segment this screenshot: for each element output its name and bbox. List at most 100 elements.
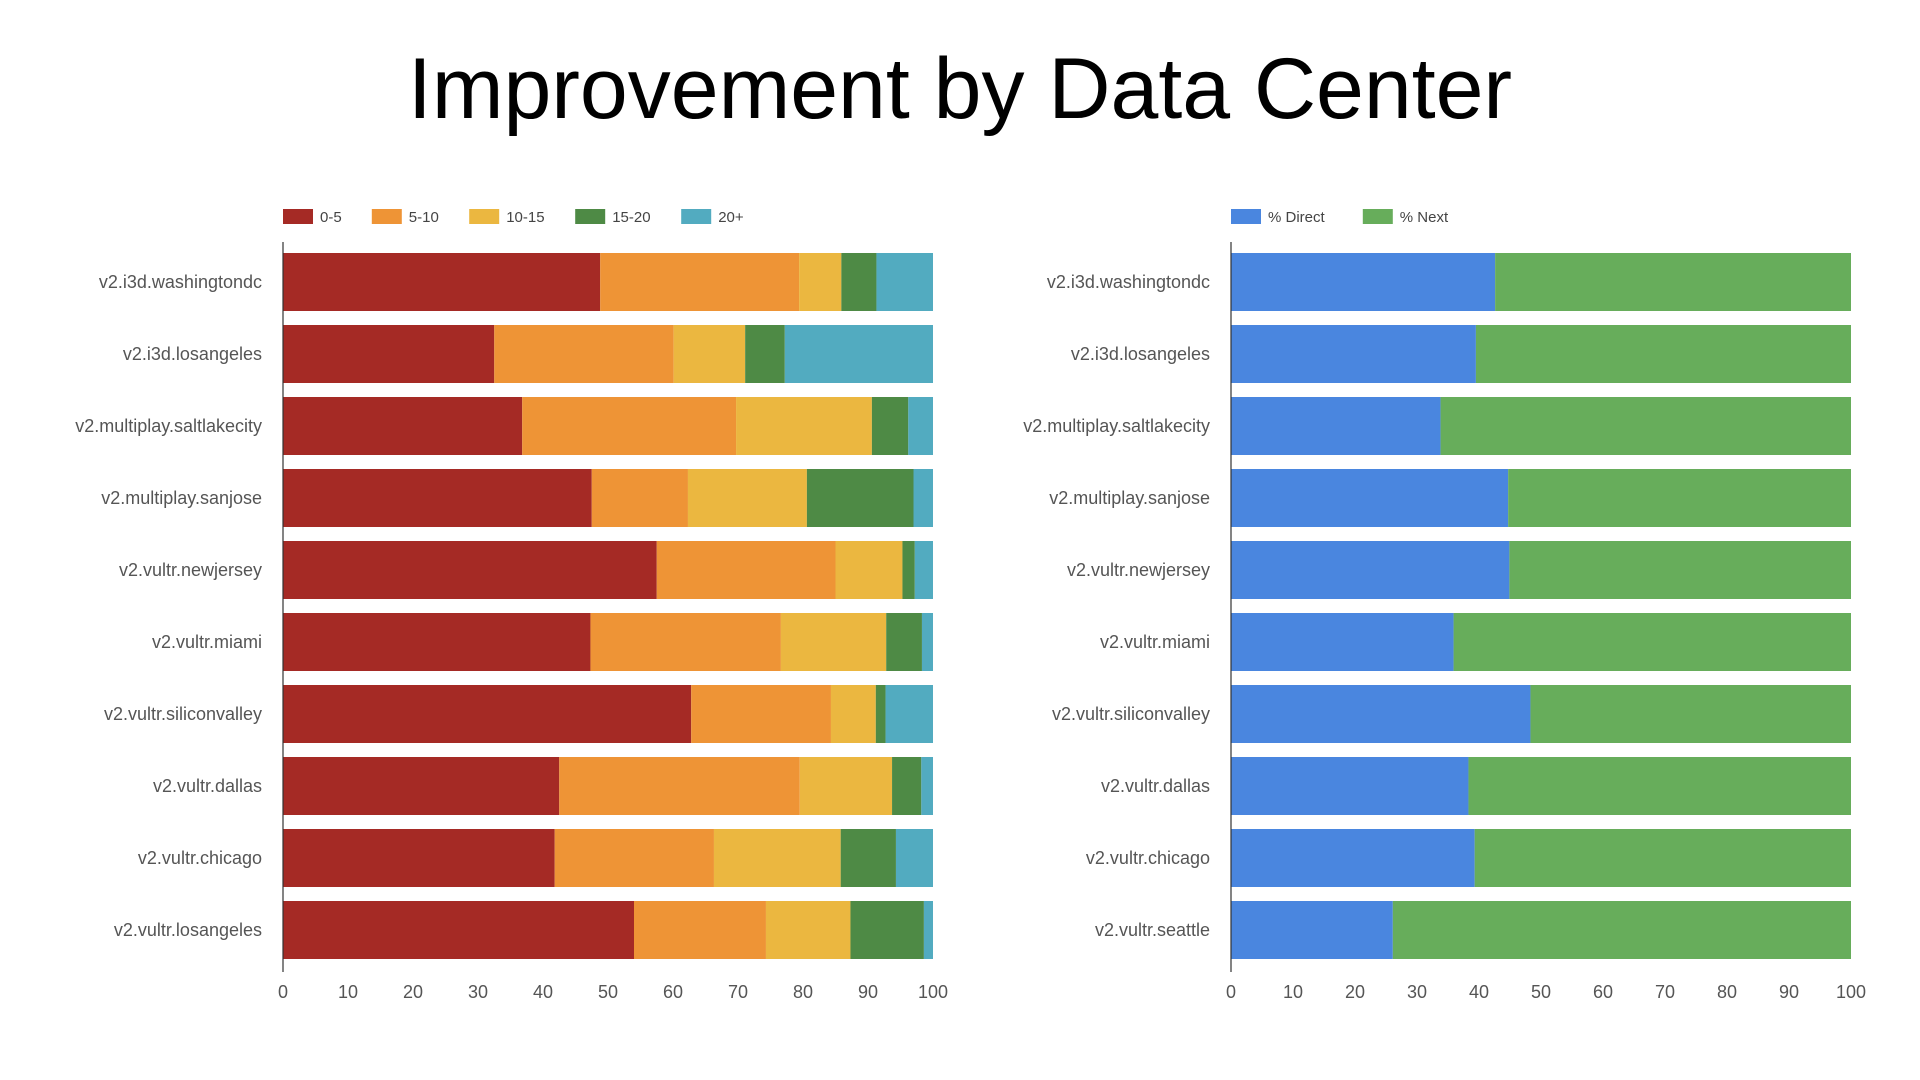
legend-swatch-direct (1231, 209, 1261, 224)
bar-segment-0-5 (283, 541, 657, 599)
bar-segment-20 (908, 397, 933, 455)
category-label: v2.multiplay.saltlakecity (1023, 416, 1210, 436)
legend-label-15-20: 15-20 (612, 209, 650, 226)
legend-label-10-15: 10-15 (506, 209, 544, 226)
category-label: v2.vultr.newjersey (1067, 560, 1210, 580)
category-label: v2.i3d.losangeles (123, 344, 262, 364)
bar-segment-15-20 (875, 685, 886, 743)
bar-segment-next (1508, 469, 1851, 527)
x-tick-label: 40 (1469, 982, 1489, 1002)
x-tick-label: 100 (1836, 982, 1866, 1002)
category-label: v2.vultr.dallas (153, 776, 262, 796)
bar-segment-20 (876, 253, 933, 311)
legend-swatch-15-20 (575, 209, 606, 224)
bar-segment-direct (1231, 613, 1454, 671)
bar-segment-15-20 (841, 253, 877, 311)
legend-swatch-10-15 (469, 209, 500, 224)
bar-segment-5-10 (522, 397, 737, 455)
legend-swatch-next (1362, 209, 1393, 224)
category-label: v2.vultr.losangeles (114, 920, 262, 940)
bar-segment-0-5 (283, 829, 555, 887)
bar-segment-direct (1231, 253, 1496, 311)
x-tick-label: 90 (1779, 982, 1799, 1002)
page-title: Improvement by Data Center (407, 41, 1513, 137)
bar-segment-direct (1231, 757, 1469, 815)
bar-segment-15-20 (745, 325, 785, 383)
x-tick-label: 30 (468, 982, 488, 1002)
bar-segment-15-20 (850, 901, 924, 959)
bar-segment-20 (913, 469, 933, 527)
bar-segment-10-15 (780, 613, 887, 671)
legend-swatch-20 (681, 209, 712, 224)
category-label: v2.vultr.chicago (138, 848, 262, 868)
bar-segment-direct (1231, 325, 1476, 383)
bar-segment-direct (1231, 829, 1475, 887)
bar-segment-0-5 (283, 397, 523, 455)
bar-segment-5-10 (494, 325, 674, 383)
bar-segment-next (1509, 541, 1851, 599)
category-label: v2.i3d.washingtondc (99, 272, 262, 292)
legend-swatch-0-5 (283, 209, 313, 224)
bar-segment-0-5 (283, 469, 592, 527)
bar-segment-15-20 (886, 613, 922, 671)
category-label: v2.vultr.siliconvalley (1052, 704, 1210, 724)
bar-segment-10-15 (799, 757, 893, 815)
bar-segment-next (1475, 325, 1851, 383)
x-tick-label: 70 (1655, 982, 1675, 1002)
x-tick-label: 20 (1345, 982, 1365, 1002)
bar-segment-next (1453, 613, 1851, 671)
bar-segment-0-5 (283, 901, 634, 959)
bar-segment-0-5 (283, 757, 560, 815)
bar-segment-0-5 (283, 253, 601, 311)
bar-segment-direct (1231, 469, 1509, 527)
x-tick-label: 60 (1593, 982, 1613, 1002)
bar-segment-next (1495, 253, 1851, 311)
bar-segment-0-5 (283, 325, 495, 383)
category-label: v2.i3d.losangeles (1071, 344, 1210, 364)
category-label: v2.vultr.newjersey (119, 560, 262, 580)
bar-segment-5-10 (554, 829, 714, 887)
bar-segment-5-10 (691, 685, 831, 743)
x-tick-label: 50 (1531, 982, 1551, 1002)
bar-segment-0-5 (283, 685, 692, 743)
x-tick-label: 70 (728, 982, 748, 1002)
x-tick-label: 0 (278, 982, 288, 1002)
bar-segment-10-15 (673, 325, 746, 383)
bar-segment-20 (914, 541, 933, 599)
x-tick-label: 100 (918, 982, 948, 1002)
x-tick-label: 20 (403, 982, 423, 1002)
bar-segment-10-15 (799, 253, 842, 311)
x-tick-label: 90 (858, 982, 878, 1002)
bar-segment-5-10 (656, 541, 836, 599)
bar-segment-direct (1231, 901, 1393, 959)
bar-segment-20 (923, 901, 933, 959)
bar-segment-5-10 (634, 901, 766, 959)
legend-label-direct: % Direct (1268, 209, 1326, 226)
bar-segment-15-20 (902, 541, 915, 599)
bar-segment-0-5 (283, 613, 591, 671)
x-tick-label: 80 (1717, 982, 1737, 1002)
bar-segment-next (1474, 829, 1851, 887)
bar-segment-15-20 (871, 397, 909, 455)
category-label: v2.vultr.miami (152, 632, 262, 652)
bar-segment-20 (921, 613, 933, 671)
bar-segment-10-15 (830, 685, 876, 743)
bar-segment-10-15 (687, 469, 807, 527)
x-tick-label: 10 (338, 982, 358, 1002)
bar-segment-direct (1231, 685, 1531, 743)
category-label: v2.vultr.chicago (1086, 848, 1210, 868)
legend-label-0-5: 0-5 (320, 209, 342, 226)
bar-segment-5-10 (600, 253, 800, 311)
x-tick-label: 60 (663, 982, 683, 1002)
legend-label-20: 20+ (718, 209, 744, 226)
x-tick-label: 50 (598, 982, 618, 1002)
bar-segment-direct (1231, 397, 1441, 455)
bar-segment-next (1530, 685, 1851, 743)
category-label: v2.multiplay.sanjose (1049, 488, 1210, 508)
bar-segment-20 (921, 757, 933, 815)
category-label: v2.vultr.siliconvalley (104, 704, 262, 724)
bar-segment-5-10 (559, 757, 800, 815)
bar-segment-direct (1231, 541, 1510, 599)
